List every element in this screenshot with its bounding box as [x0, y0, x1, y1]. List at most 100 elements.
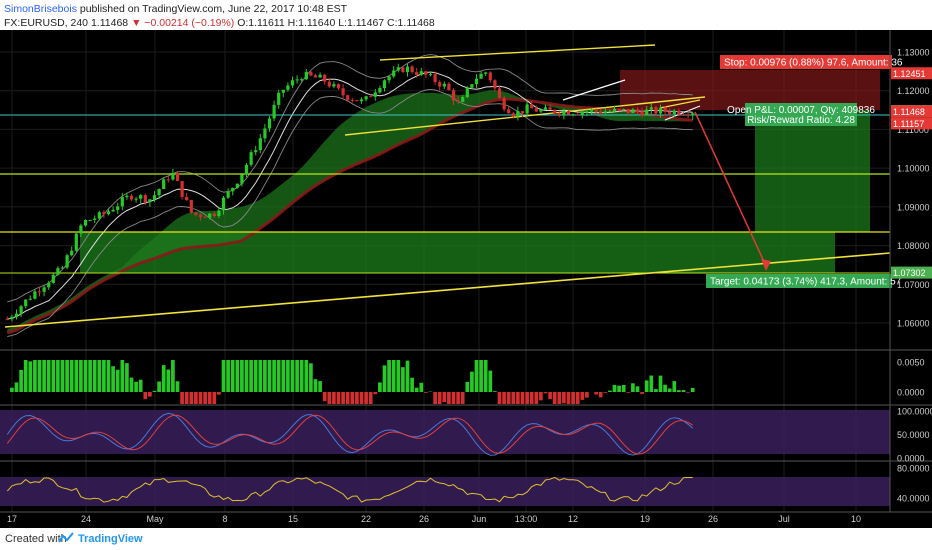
candle-body	[56, 268, 60, 275]
histogram-bar	[189, 392, 194, 404]
histogram-bar	[470, 371, 474, 392]
y-tick-label: 80.0000	[897, 464, 930, 474]
histogram-bar	[299, 360, 304, 392]
wedge-lower-line[interactable]	[664, 105, 701, 121]
y-tick-label: 1.09000	[897, 202, 930, 212]
candle-body	[539, 109, 543, 112]
candle-body	[267, 118, 272, 129]
candle-body	[88, 219, 92, 221]
candle-body	[281, 89, 285, 93]
histogram-bar	[350, 392, 355, 404]
oscillator-panel[interactable]	[10, 360, 695, 404]
stochastic-k-line	[6, 412, 694, 456]
rsi-panel[interactable]	[0, 476, 890, 506]
target-label-box[interactable]	[706, 274, 892, 288]
candle-body	[364, 96, 368, 100]
candle-body	[125, 195, 129, 198]
histogram-bar	[442, 392, 447, 403]
histogram-bar	[295, 360, 299, 392]
histogram-bar	[37, 360, 42, 392]
candle-body	[599, 111, 603, 114]
candle-body	[603, 111, 607, 114]
price-tag-label: 1.11468	[893, 107, 925, 117]
histogram-bar	[378, 382, 382, 392]
candle-body	[304, 71, 308, 80]
candle-body	[534, 108, 538, 112]
histogram-bar	[690, 387, 695, 392]
histogram-bar	[663, 384, 667, 392]
histogram-bar	[474, 360, 479, 392]
histogram-bar	[309, 363, 313, 392]
histogram-bar	[106, 360, 111, 392]
candle-body	[254, 150, 258, 153]
histogram-bar	[332, 392, 336, 404]
candle-body	[626, 109, 630, 114]
histogram-bar	[483, 360, 488, 392]
profit-zone	[755, 110, 870, 232]
wedge-upper-line[interactable]	[659, 99, 701, 109]
candle-body	[488, 72, 492, 81]
y-tick-label: 0.0000	[897, 388, 925, 398]
x-tick-label: 19	[640, 514, 650, 524]
pnl-label-box[interactable]	[745, 103, 857, 126]
x-tick-label: 24	[81, 514, 91, 524]
histogram-bar	[598, 392, 603, 398]
histogram-bar	[28, 361, 33, 392]
candle-body	[244, 164, 249, 175]
histogram-bar	[148, 392, 152, 397]
candles[interactable]	[5, 63, 695, 322]
candle-body	[231, 187, 235, 192]
long-support-trendline[interactable]	[4, 252, 891, 328]
candle-body	[79, 225, 83, 234]
histogram-bar	[286, 360, 290, 392]
x-tick-label: 17	[7, 514, 17, 524]
candle-body	[424, 71, 428, 75]
histogram-bar	[125, 363, 129, 392]
candle-body	[346, 95, 350, 100]
histogram-bar	[19, 369, 23, 392]
target-arrow-head	[761, 259, 771, 271]
candle-body	[139, 195, 143, 199]
candle-body	[461, 97, 465, 102]
histogram-bar	[414, 387, 419, 392]
candle-body	[102, 212, 106, 215]
stochastic-panel[interactable]	[0, 410, 890, 456]
symbol-label[interactable]: FX:EURUSD, 240	[4, 17, 89, 29]
candle-body	[405, 66, 410, 73]
candle-body	[548, 107, 552, 110]
candle-body	[51, 274, 55, 283]
histogram-bar	[56, 360, 60, 392]
histogram-bar	[493, 391, 497, 392]
candle-body	[37, 291, 42, 293]
minor-trendline[interactable]	[562, 79, 626, 101]
histogram-bar	[143, 392, 148, 400]
candle-body	[350, 99, 354, 101]
histogram-bar	[138, 379, 143, 392]
candle-body	[120, 197, 124, 207]
tradingview-brand[interactable]: TradingView	[78, 533, 143, 545]
candle-body	[502, 98, 506, 110]
price-panel[interactable]: Stop: 0.00976 (0.88%) 97.6, Amount: 36 O…	[0, 44, 903, 338]
histogram-bar	[244, 360, 249, 392]
candle-body	[74, 233, 78, 251]
channel-top-trendline[interactable]	[379, 44, 656, 61]
histogram-bar	[355, 392, 359, 404]
histogram-bar	[134, 381, 138, 392]
created-with-text: Created with	[5, 533, 67, 545]
candle-body	[111, 209, 115, 212]
stop-label-box[interactable]	[720, 55, 892, 69]
histogram-bar	[60, 360, 65, 392]
candle-body	[392, 70, 396, 77]
histogram-bar	[424, 392, 428, 393]
histogram-bar	[258, 360, 263, 392]
histogram-bar	[401, 367, 405, 392]
candle-body	[442, 83, 446, 87]
author-link[interactable]: SimonBrisebois	[4, 3, 77, 15]
candle-body	[143, 195, 147, 203]
chart-canvas[interactable]: Stop: 0.00976 (0.88%) 97.6, Amount: 36 O…	[0, 30, 932, 528]
candle-body	[166, 179, 170, 181]
histogram-bar	[92, 360, 97, 392]
channel-bottom-trendline[interactable]	[344, 96, 706, 136]
stop-label: Stop: 0.00976 (0.88%) 97.6, Amount: 36	[724, 58, 903, 69]
